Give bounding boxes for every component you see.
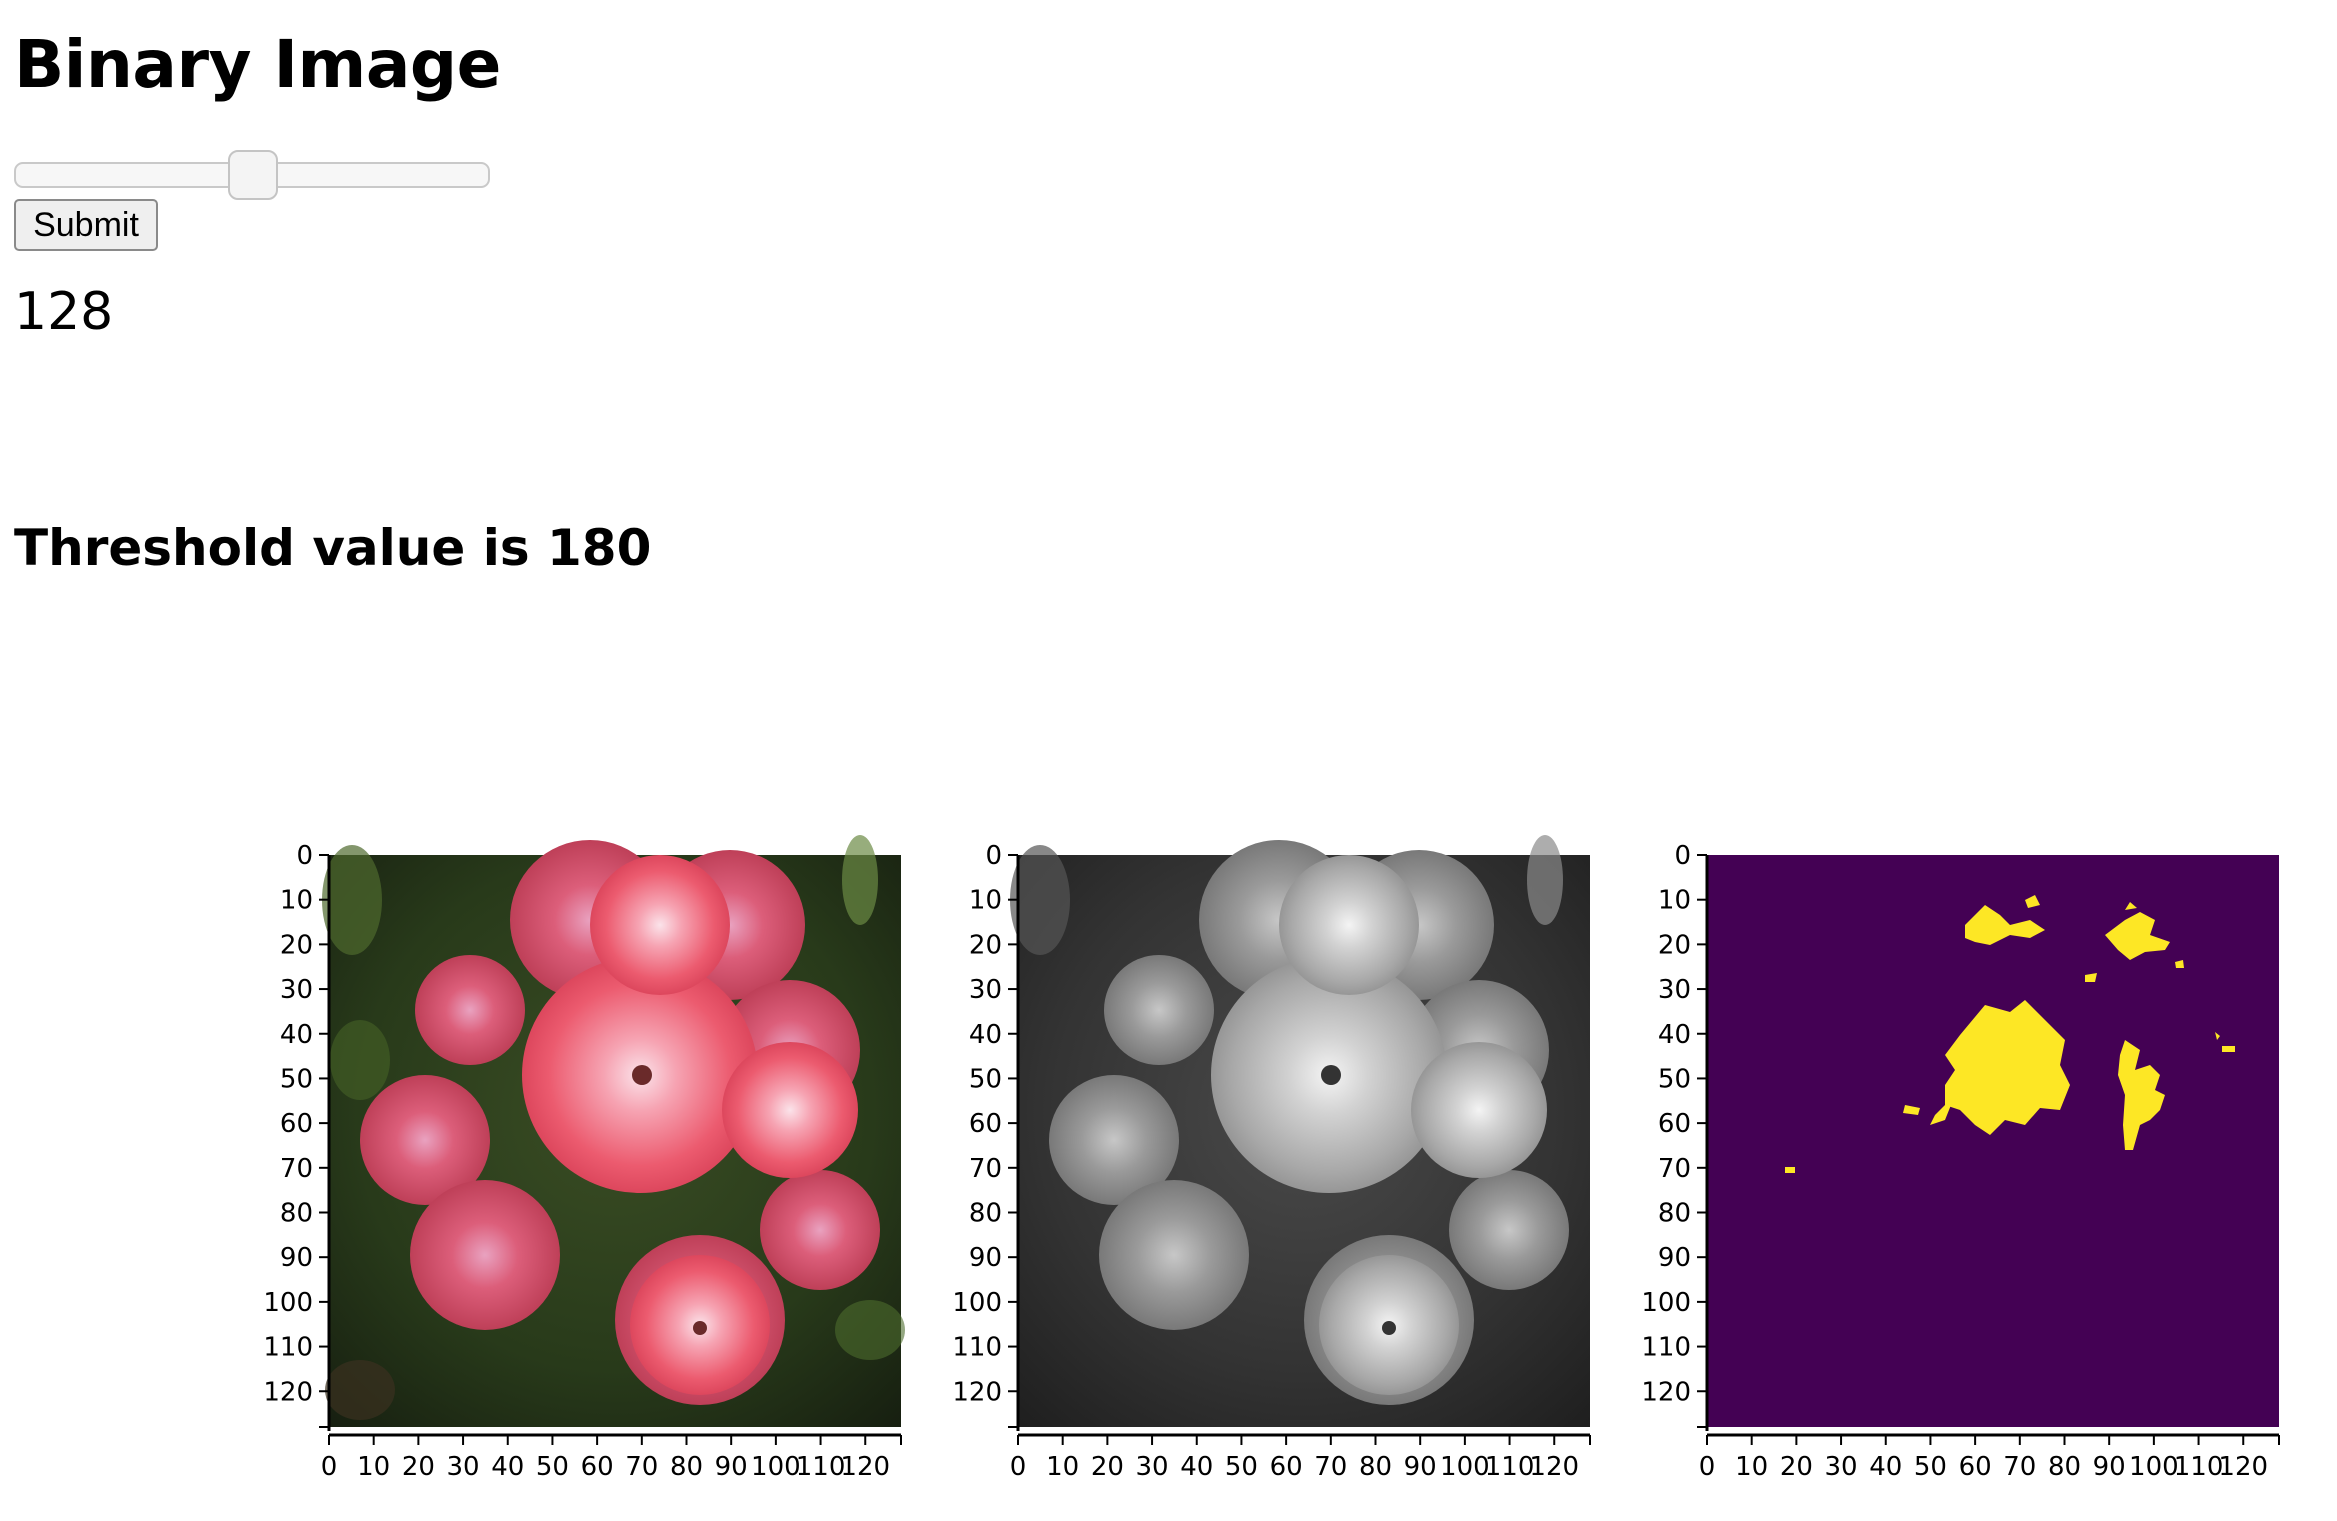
- x-tick-label: 110: [796, 1452, 846, 1482]
- y-tick-label: 20: [969, 930, 1002, 960]
- y-tick-label: 80: [280, 1199, 313, 1229]
- y-tick-label: 120: [1641, 1377, 1691, 1407]
- x-tick-label: 0: [1699, 1452, 1716, 1482]
- x-tick-label: 10: [357, 1452, 390, 1482]
- original-image: [322, 835, 905, 1427]
- y-tick-label: 90: [969, 1243, 1002, 1273]
- y-tick-label: 70: [969, 1154, 1002, 1184]
- x-tick-label: 110: [2174, 1452, 2224, 1482]
- x-tick-label: 80: [2048, 1452, 2081, 1482]
- y-tick-label: 120: [952, 1377, 1002, 1407]
- y-tick-label: 50: [969, 1064, 1002, 1094]
- x-tick-label: 40: [1869, 1452, 1902, 1482]
- x-tick-label: 30: [1136, 1452, 1169, 1482]
- y-tick-label: 40: [1658, 1020, 1691, 1050]
- x-tick-label: 110: [1485, 1452, 1535, 1482]
- y-tick-label: 60: [280, 1109, 313, 1139]
- y-tick-label: 60: [1658, 1109, 1691, 1139]
- x-tick-label: 120: [2218, 1452, 2268, 1482]
- x-tick-label: 60: [1959, 1452, 1992, 1482]
- y-tick-label: 50: [280, 1064, 313, 1094]
- x-tick-label: 20: [402, 1452, 435, 1482]
- y-tick-label: 30: [1658, 975, 1691, 1005]
- y-tick-label: 80: [1658, 1199, 1691, 1229]
- y-tick-label: 90: [280, 1243, 313, 1273]
- y-tick-label: 90: [1658, 1243, 1691, 1273]
- y-tick-label: 40: [969, 1020, 1002, 1050]
- y-tick-label: 80: [969, 1199, 1002, 1229]
- x-tick-label: 0: [321, 1452, 338, 1482]
- y-tick-label: 10: [280, 886, 313, 916]
- grayscale-image: [1010, 835, 1590, 1427]
- x-tick-label: 90: [1404, 1452, 1437, 1482]
- x-tick-label: 30: [1825, 1452, 1858, 1482]
- x-tick-label: 50: [1914, 1452, 1947, 1482]
- y-tick-label: 0: [1674, 841, 1691, 871]
- x-tick-label: 70: [625, 1452, 658, 1482]
- x-tick-label: 10: [1735, 1452, 1768, 1482]
- x-tick-label: 90: [2093, 1452, 2126, 1482]
- y-tick-label: 0: [985, 841, 1002, 871]
- x-tick-label: 100: [1440, 1452, 1490, 1482]
- y-tick-label: 20: [1658, 930, 1691, 960]
- x-tick-label: 40: [491, 1452, 524, 1482]
- y-tick-label: 30: [969, 975, 1002, 1005]
- y-tick-label: 50: [1658, 1064, 1691, 1094]
- y-tick-label: 110: [952, 1333, 1002, 1363]
- x-tick-label: 120: [1529, 1452, 1579, 1482]
- x-tick-label: 0: [1010, 1452, 1027, 1482]
- x-tick-label: 20: [1091, 1452, 1124, 1482]
- x-tick-label: 100: [2129, 1452, 2179, 1482]
- y-tick-label: 100: [952, 1288, 1002, 1318]
- y-tick-label: 40: [280, 1020, 313, 1050]
- x-tick-label: 60: [1270, 1452, 1303, 1482]
- x-tick-label: 30: [447, 1452, 480, 1482]
- y-tick-label: 30: [280, 975, 313, 1005]
- x-tick-label: 60: [581, 1452, 614, 1482]
- x-tick-label: 40: [1180, 1452, 1213, 1482]
- x-tick-label: 70: [1314, 1452, 1347, 1482]
- x-tick-label: 120: [840, 1452, 890, 1482]
- x-tick-label: 20: [1780, 1452, 1813, 1482]
- y-tick-label: 0: [296, 841, 313, 871]
- x-tick-label: 100: [751, 1452, 801, 1482]
- y-tick-label: 120: [263, 1377, 313, 1407]
- x-tick-label: 50: [1225, 1452, 1258, 1482]
- x-tick-label: 80: [1359, 1452, 1392, 1482]
- y-tick-label: 70: [280, 1154, 313, 1184]
- y-tick-label: 100: [1641, 1288, 1691, 1318]
- y-tick-label: 60: [969, 1109, 1002, 1139]
- y-tick-label: 10: [969, 886, 1002, 916]
- x-tick-label: 70: [2003, 1452, 2036, 1482]
- x-tick-label: 10: [1046, 1452, 1079, 1482]
- x-tick-label: 90: [715, 1452, 748, 1482]
- y-tick-label: 10: [1658, 886, 1691, 916]
- y-tick-label: 70: [1658, 1154, 1691, 1184]
- binary-image: [1707, 855, 2279, 1427]
- y-tick-label: 110: [1641, 1333, 1691, 1363]
- y-tick-label: 110: [263, 1333, 313, 1363]
- x-tick-label: 80: [670, 1452, 703, 1482]
- y-tick-label: 20: [280, 930, 313, 960]
- x-tick-label: 50: [536, 1452, 569, 1482]
- y-tick-label: 100: [263, 1288, 313, 1318]
